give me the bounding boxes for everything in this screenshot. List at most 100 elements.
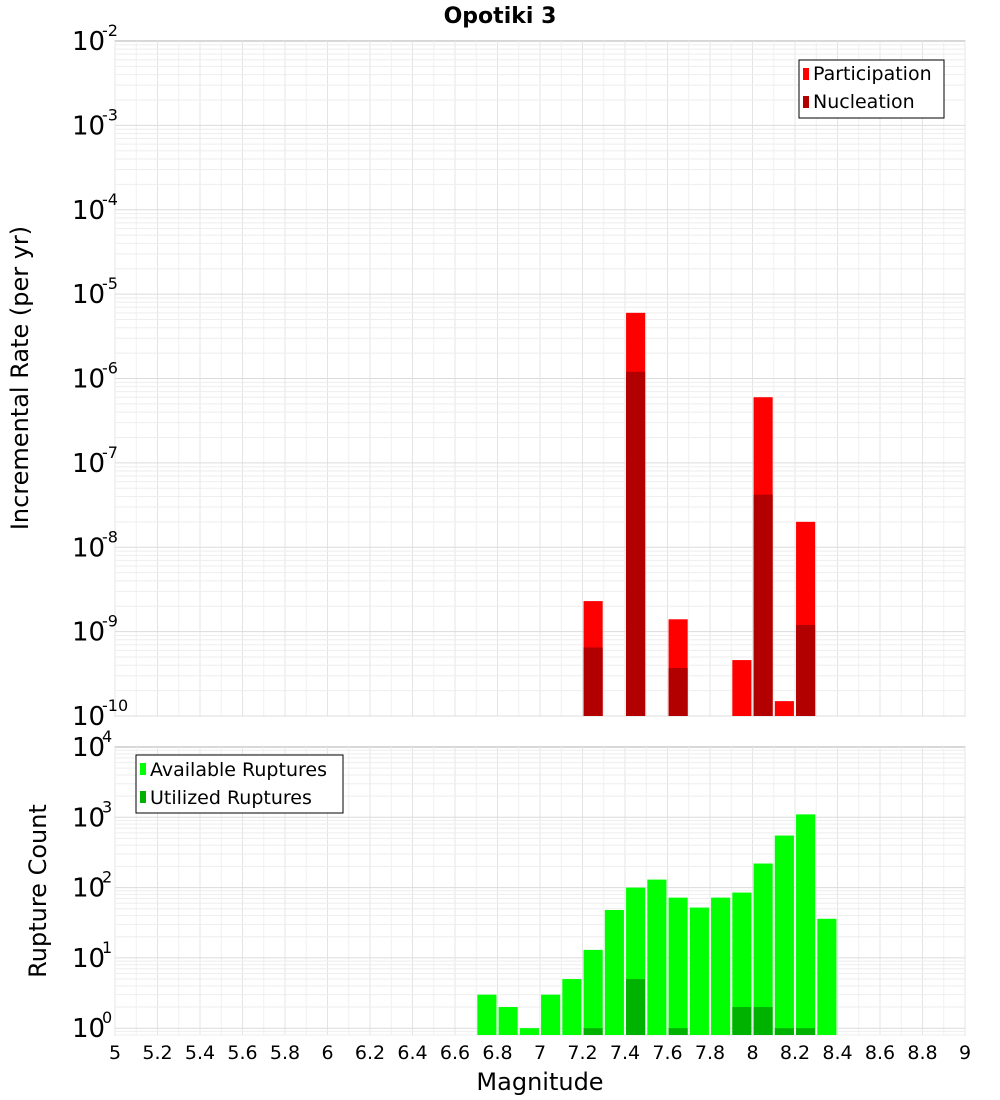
x-tick-label: 7 [534, 1042, 546, 1064]
rate-bar-nucleation [796, 624, 816, 716]
count-bar-available-ruptures [668, 897, 688, 1035]
count-bar-available-ruptures [796, 814, 816, 1035]
x-tick-label: 8.4 [822, 1042, 852, 1064]
magnitude-x-tick-labels: 5 5.2 5.4 5.6 5.8 6 6.2 6.4 6.6 6.8 7 7.2 7.4 7.6 7.8 8… [109, 1042, 971, 1064]
count-bar-available-ruptures [711, 897, 731, 1035]
count-bar-available-ruptures [604, 910, 624, 1035]
y-tick-exponent: 0 [102, 1008, 112, 1027]
rate-y-tick: 10-9 [72, 612, 118, 648]
y-tick-exponent: -5 [102, 274, 118, 293]
rate-bar-nucleation [626, 371, 646, 716]
count-y-tick: 103 [72, 797, 112, 833]
x-tick-label: 8.2 [780, 1042, 810, 1064]
count-bar-available-ruptures [774, 835, 794, 1035]
y-tick-base: 10 [72, 533, 105, 563]
count-bar-available-ruptures [689, 907, 709, 1035]
rate-y-tick: 10-2 [72, 21, 118, 57]
x-tick-label: 9 [959, 1042, 971, 1064]
count-bar-utilized-ruptures [626, 979, 646, 1035]
y-tick-exponent: 4 [102, 727, 112, 746]
y-tick-exponent: -6 [102, 359, 118, 378]
count-bar-utilized-ruptures [732, 1007, 752, 1035]
utilized-legend-swatch [140, 791, 146, 803]
y-tick-base: 10 [72, 27, 105, 57]
count-bar-available-ruptures [583, 949, 603, 1035]
x-axis-label: Magnitude [476, 1068, 603, 1096]
count-bar-available-ruptures [477, 994, 497, 1035]
y-tick-base: 10 [72, 1014, 105, 1044]
y-tick-base: 10 [72, 365, 105, 395]
available-legend-swatch [140, 763, 146, 775]
rate-y-tick: 10-8 [72, 527, 118, 563]
count-bar-available-ruptures [817, 918, 837, 1035]
y-tick-base: 10 [72, 702, 105, 732]
rate-bar-nucleation [753, 494, 773, 716]
count-y-tick: 101 [72, 938, 112, 974]
rate-grid [114, 41, 966, 717]
y-tick-base: 10 [72, 803, 105, 833]
y-tick-exponent: -4 [102, 190, 118, 209]
rate-y-tick: 10-3 [72, 105, 118, 141]
y-tick-exponent: -3 [102, 105, 118, 124]
rate-bar-nucleation [583, 647, 603, 716]
rate-y-tick: 10-7 [72, 443, 118, 479]
y-tick-base: 10 [72, 111, 105, 141]
x-tick-label: 5.2 [142, 1042, 172, 1064]
rate-bars [583, 312, 816, 716]
x-tick-label: 7.2 [567, 1042, 597, 1064]
y-tick-base: 10 [72, 874, 105, 904]
x-tick-label: 5.6 [227, 1042, 257, 1064]
nucleation-legend-label: Nucleation [813, 91, 915, 113]
y-tick-exponent: -8 [102, 527, 118, 546]
rate-y-tick: 10-4 [72, 190, 118, 226]
count-bar-utilized-ruptures [753, 1007, 773, 1035]
y-tick-exponent: 3 [102, 797, 112, 816]
count-bar-utilized-ruptures [796, 1028, 816, 1035]
x-tick-label: 5 [109, 1042, 121, 1064]
count-y-tick: 100 [72, 1008, 112, 1044]
x-tick-label: 6.2 [355, 1042, 385, 1064]
participation-legend-swatch [803, 68, 809, 80]
participation-legend-label: Participation [813, 63, 932, 85]
rate-legend: Participation Nucleation [798, 59, 945, 119]
x-tick-label: 8.8 [907, 1042, 937, 1064]
count-bar-utilized-ruptures [668, 1028, 688, 1035]
count-legend: Available Ruptures Utilized Ruptures [135, 754, 344, 814]
y-tick-base: 10 [72, 196, 105, 226]
count-bar-available-ruptures [562, 979, 582, 1035]
utilized-legend-label: Utilized Ruptures [150, 787, 312, 809]
x-tick-label: 8 [746, 1042, 758, 1064]
x-tick-label: 7.8 [695, 1042, 725, 1064]
x-tick-label: 6.6 [440, 1042, 470, 1064]
rate-y-tick: 10-6 [72, 359, 118, 395]
x-tick-label: 8.6 [865, 1042, 895, 1064]
x-tick-label: 7.4 [610, 1042, 640, 1064]
x-tick-label: 5.4 [185, 1042, 215, 1064]
rate-bar-participation [732, 660, 752, 716]
count-legend-box [135, 754, 344, 814]
x-tick-label: 7.6 [652, 1042, 682, 1064]
count-bar-available-ruptures [753, 863, 773, 1035]
count-bar-utilized-ruptures [774, 1028, 794, 1035]
rate-y-tick: 10-5 [72, 274, 118, 310]
x-tick-label: 6.8 [482, 1042, 512, 1064]
x-tick-label: 6 [321, 1042, 333, 1064]
y-tick-exponent: -7 [102, 443, 118, 462]
y-tick-exponent: -2 [102, 21, 118, 40]
x-tick-label: 6.4 [397, 1042, 427, 1064]
available-legend-label: Available Ruptures [150, 759, 327, 781]
count-y-tick: 102 [72, 868, 112, 904]
count-y-tick: 104 [72, 727, 112, 763]
y-tick-base: 10 [72, 944, 105, 974]
y-tick-exponent: 1 [102, 938, 112, 957]
count-bars [477, 814, 837, 1035]
y-tick-exponent: -9 [102, 612, 118, 631]
count-bar-available-ruptures [498, 1007, 518, 1035]
rate-bar-nucleation [668, 668, 688, 716]
count-grid [114, 747, 966, 1036]
count-bar-available-ruptures [541, 994, 561, 1035]
rate-y-tick-labels: 10-210-310-410-510-610-710-810-910-10 [72, 21, 128, 732]
